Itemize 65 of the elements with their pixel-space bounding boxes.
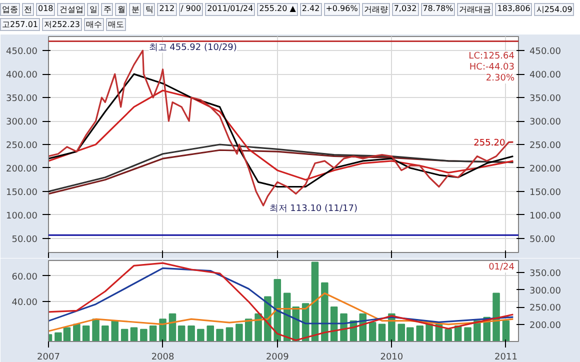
y2-tick-label: 250.00 [530, 141, 562, 151]
text: 183,806 [495, 3, 532, 16]
text: 매도 [106, 18, 126, 31]
text: 78.78% [420, 3, 456, 16]
y2-tick-label: 350.00 [530, 269, 562, 280]
y-tick-label: 350.00 [6, 94, 38, 104]
y2-tick-label: 100.00 [530, 211, 562, 222]
y2-tick-label: 300.00 [530, 118, 562, 128]
x-tick-label: 2008 [151, 352, 175, 362]
x-tick-label: 2011 [494, 352, 518, 362]
text: 저252.23 [42, 18, 82, 31]
y2-tick-label: 200.00 [530, 164, 562, 174]
annotation: HC:-44.03 [469, 62, 515, 72]
y2-tick-label: 200.00 [530, 320, 562, 331]
x-tick-label: 2009 [266, 352, 290, 362]
annotation: 255.20 [474, 138, 506, 149]
y2-tick-label: 350.00 [530, 94, 562, 104]
annotation: 최고 455.92 (10/29) [148, 42, 237, 53]
line-series [48, 73, 514, 188]
y-tick-label: 200.00 [6, 164, 38, 174]
y2-tick-label: 400.00 [530, 70, 562, 81]
annotation: LC:125.64 [468, 52, 515, 62]
text: 업종 [0, 3, 20, 16]
line-series [48, 262, 514, 342]
y-tick-label: 150.00 [6, 188, 38, 198]
line-series [48, 292, 514, 332]
y-tick-label: 250.00 [6, 141, 38, 151]
text: 전 [22, 3, 34, 16]
y2-tick-label: 250.00 [530, 304, 562, 314]
y2-tick-label: 300.00 [530, 286, 562, 296]
text: 212 [157, 3, 177, 16]
annotation: 01/24 [488, 262, 515, 272]
y-tick-label: 300.00 [6, 118, 38, 128]
y-tick-label: 400.00 [6, 70, 38, 81]
y2-tick-label: 450.00 [530, 47, 562, 58]
y-tick-label: 50.00 [12, 234, 38, 245]
text: 건설업 [57, 3, 86, 16]
text: 거래량 [362, 3, 390, 16]
text: 거래대금 [457, 3, 494, 16]
x-tick-label: 2007 [37, 352, 60, 362]
text: 틱 [143, 3, 156, 16]
text: 018 [36, 3, 56, 16]
y2-tick-label: 50.00 [530, 234, 556, 245]
text: 7,032 [392, 3, 419, 16]
text: 시254.09 [534, 3, 574, 16]
y-tick-label: 40.00 [12, 298, 38, 308]
text: 분 [129, 3, 142, 16]
text: 255.20 ▲ [257, 3, 298, 16]
annotation: 최저 113.10 (11/17) [269, 204, 358, 214]
text: 월 [115, 3, 128, 16]
text: 매수 [84, 18, 104, 31]
x-tick-label: 2010 [380, 352, 404, 362]
text: / 900 [178, 3, 204, 16]
annotation: 2.30% [486, 74, 515, 84]
y-tick-label: 60.00 [12, 272, 38, 282]
text: 고257.01 [0, 18, 40, 31]
text: 2011/01/24 [205, 3, 256, 16]
y-tick-label: 100.00 [6, 211, 38, 222]
text: 일 [87, 3, 100, 16]
text: 2.42 [300, 3, 322, 16]
text: 주 [101, 3, 114, 16]
text: +0.96% [324, 3, 360, 16]
line-series [48, 90, 514, 181]
y-tick-label: 450.00 [6, 47, 38, 58]
y2-tick-label: 150.00 [530, 188, 562, 198]
